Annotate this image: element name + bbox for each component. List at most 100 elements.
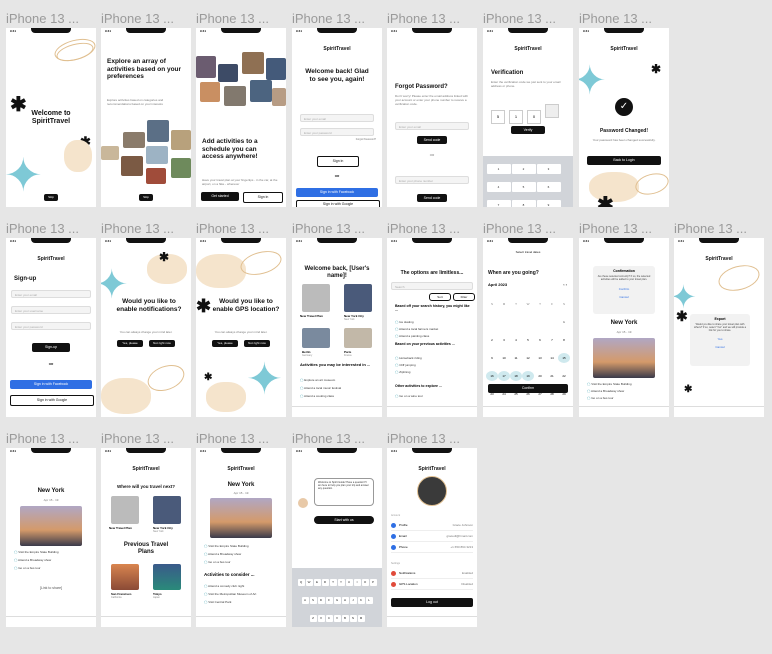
keyboard-key[interactable]: G — [333, 597, 341, 604]
month-nav-icon[interactable]: ‹ › — [563, 282, 567, 287]
activity-item[interactable]: Attend a Broadway show — [14, 558, 51, 562]
keyboard-key[interactable]: W — [305, 579, 313, 586]
calendar-day[interactable]: 14 — [550, 356, 554, 360]
activity-item[interactable]: Attend a local farmers market — [395, 327, 438, 331]
keyboard-key[interactable]: J — [349, 597, 357, 604]
code-digit[interactable]: 0 — [527, 110, 541, 124]
calendar-day[interactable]: 23 — [490, 392, 494, 396]
keypad-key[interactable]: 6 — [536, 182, 561, 192]
activity-item[interactable]: Go on a bus tour — [14, 566, 40, 570]
start-chat-button[interactable]: Start with us — [314, 516, 374, 524]
new-plan-card[interactable] — [302, 284, 330, 312]
keyboard-key[interactable]: P — [369, 579, 377, 586]
calendar-day[interactable]: 11 — [514, 356, 518, 360]
calendar-day[interactable]: 28 — [550, 392, 554, 396]
activity-item[interactable]: Go on a bus tour — [587, 396, 613, 400]
calendar-day[interactable]: 15 — [558, 353, 570, 363]
calendar-day[interactable]: 13 — [538, 356, 542, 360]
keyboard-key[interactable]: A — [301, 597, 309, 604]
calendar-day[interactable]: 2 — [491, 338, 493, 342]
keyboard-key[interactable]: D — [317, 597, 325, 604]
keyboard-key[interactable]: R — [321, 579, 329, 586]
profile-row[interactable]: Email gracedl@hmail.com — [391, 531, 473, 542]
keypad-key[interactable]: 5 — [511, 182, 536, 192]
profile-row[interactable]: GPS Location Disabled — [391, 579, 473, 590]
calendar-day[interactable]: 18 — [510, 371, 522, 381]
keypad-key[interactable]: 3 — [536, 164, 561, 174]
calendar-day[interactable]: 16 — [486, 371, 498, 381]
get-started-button[interactable]: Get started — [201, 192, 239, 201]
yes-button[interactable]: Yes, please — [212, 340, 238, 347]
calendar-day[interactable]: 6 — [539, 338, 541, 342]
calendar-day[interactable]: 25 — [514, 392, 518, 396]
google-signin-button[interactable]: Sign in with Google — [296, 200, 380, 207]
yes-button[interactable]: Yes — [717, 337, 723, 341]
signup-button[interactable]: Sign-up — [32, 343, 70, 352]
skip-button[interactable]: Skip — [44, 194, 58, 201]
facebook-signin-button[interactable]: Sign in with Facebook — [10, 380, 92, 389]
sort-button[interactable]: Sort — [429, 293, 451, 301]
trip-card[interactable] — [111, 564, 139, 590]
skip-button[interactable]: Skip — [139, 194, 153, 201]
activity-item[interactable]: Visit Central Park — [204, 600, 231, 604]
calendar-day[interactable]: 10 — [502, 356, 506, 360]
activity-item[interactable]: Cliff jumping — [395, 363, 415, 367]
keyboard-key[interactable]: N — [349, 615, 357, 622]
activity-item[interactable]: Visit the Metropolitan Museum of Art — [204, 592, 256, 596]
send-code-button[interactable]: Send code — [417, 136, 447, 144]
back-to-login-button[interactable]: Back to Login — [587, 156, 661, 165]
calendar-day[interactable]: 19 — [522, 371, 534, 381]
activity-item[interactable]: Visit the Empire State Building — [204, 544, 248, 548]
email-field[interactable]: Enter your email — [300, 114, 374, 122]
new-plan-card[interactable] — [111, 496, 139, 524]
code-digit[interactable] — [545, 104, 559, 118]
activity-item[interactable]: Attend a painting class — [395, 334, 429, 338]
forgot-password-link[interactable]: Forgot Password? — [355, 138, 376, 141]
search-input[interactable]: Search — [391, 282, 473, 290]
sign-in-button[interactable]: Sign in — [317, 156, 359, 167]
calendar-day[interactable]: 7 — [551, 338, 553, 342]
confirm-button[interactable]: Confirm — [488, 384, 568, 393]
keyboard-key[interactable]: Q — [297, 579, 305, 586]
verify-button[interactable]: Verify — [511, 126, 545, 134]
activity-item[interactable]: Visit the Empire State Building — [14, 550, 58, 554]
not-now-button[interactable]: Not right now — [149, 340, 175, 347]
profile-row[interactable]: Phone +1 650 894 3213 — [391, 542, 473, 553]
cancel-button[interactable]: Cancel — [619, 295, 629, 299]
yes-button[interactable]: Yes, please — [117, 340, 143, 347]
keyboard-key[interactable]: O — [361, 579, 369, 586]
keyboard-key[interactable]: B — [341, 615, 349, 622]
calendar-day[interactable]: 29 — [562, 392, 566, 396]
keyboard-key[interactable]: L — [365, 597, 373, 604]
filter-button[interactable]: Filter — [453, 293, 475, 301]
username-field[interactable]: Enter your username — [11, 306, 91, 314]
google-signin-button[interactable]: Sign in with Google — [10, 395, 94, 406]
activity-item[interactable]: Visit the Empire State Building — [587, 382, 631, 386]
keyboard-key[interactable]: I — [353, 579, 361, 586]
keyboard-key[interactable]: Z — [309, 615, 317, 622]
calendar-day[interactable]: 22 — [562, 374, 566, 378]
calendar-day[interactable]: 9 — [491, 356, 493, 360]
cancel-button[interactable]: Cancel — [715, 345, 725, 349]
code-digit[interactable]: 1 — [509, 110, 523, 124]
keyboard-key[interactable]: Y — [337, 579, 345, 586]
city-card[interactable] — [302, 328, 330, 348]
calendar-day[interactable]: 1 — [563, 320, 565, 324]
keyboard-key[interactable]: H — [341, 597, 349, 604]
calendar-day[interactable]: 4 — [515, 338, 517, 342]
keyboard-key[interactable]: V — [333, 615, 341, 622]
email-field[interactable]: Enter your email — [395, 122, 469, 130]
activity-item[interactable]: Attend a Broadway show — [587, 389, 624, 393]
activity-item[interactable]: Attend a cooking class — [300, 394, 334, 398]
keyboard-key[interactable]: U — [345, 579, 353, 586]
profile-row[interactable]: Profile Grace Johnson — [391, 520, 473, 531]
activity-item[interactable]: Ziplining — [395, 370, 410, 374]
activity-item[interactable]: Horseback riding — [395, 356, 422, 360]
calendar-day[interactable]: 24 — [502, 392, 506, 396]
phone-field[interactable]: Enter your phone number — [395, 176, 469, 184]
password-field[interactable]: Enter your password — [300, 128, 374, 136]
keyboard-key[interactable]: C — [325, 615, 333, 622]
activity-item[interactable]: Attend a local music festival — [300, 386, 341, 390]
keypad-key[interactable]: 4 — [486, 182, 511, 192]
password-field[interactable]: Enter your password — [11, 322, 91, 330]
